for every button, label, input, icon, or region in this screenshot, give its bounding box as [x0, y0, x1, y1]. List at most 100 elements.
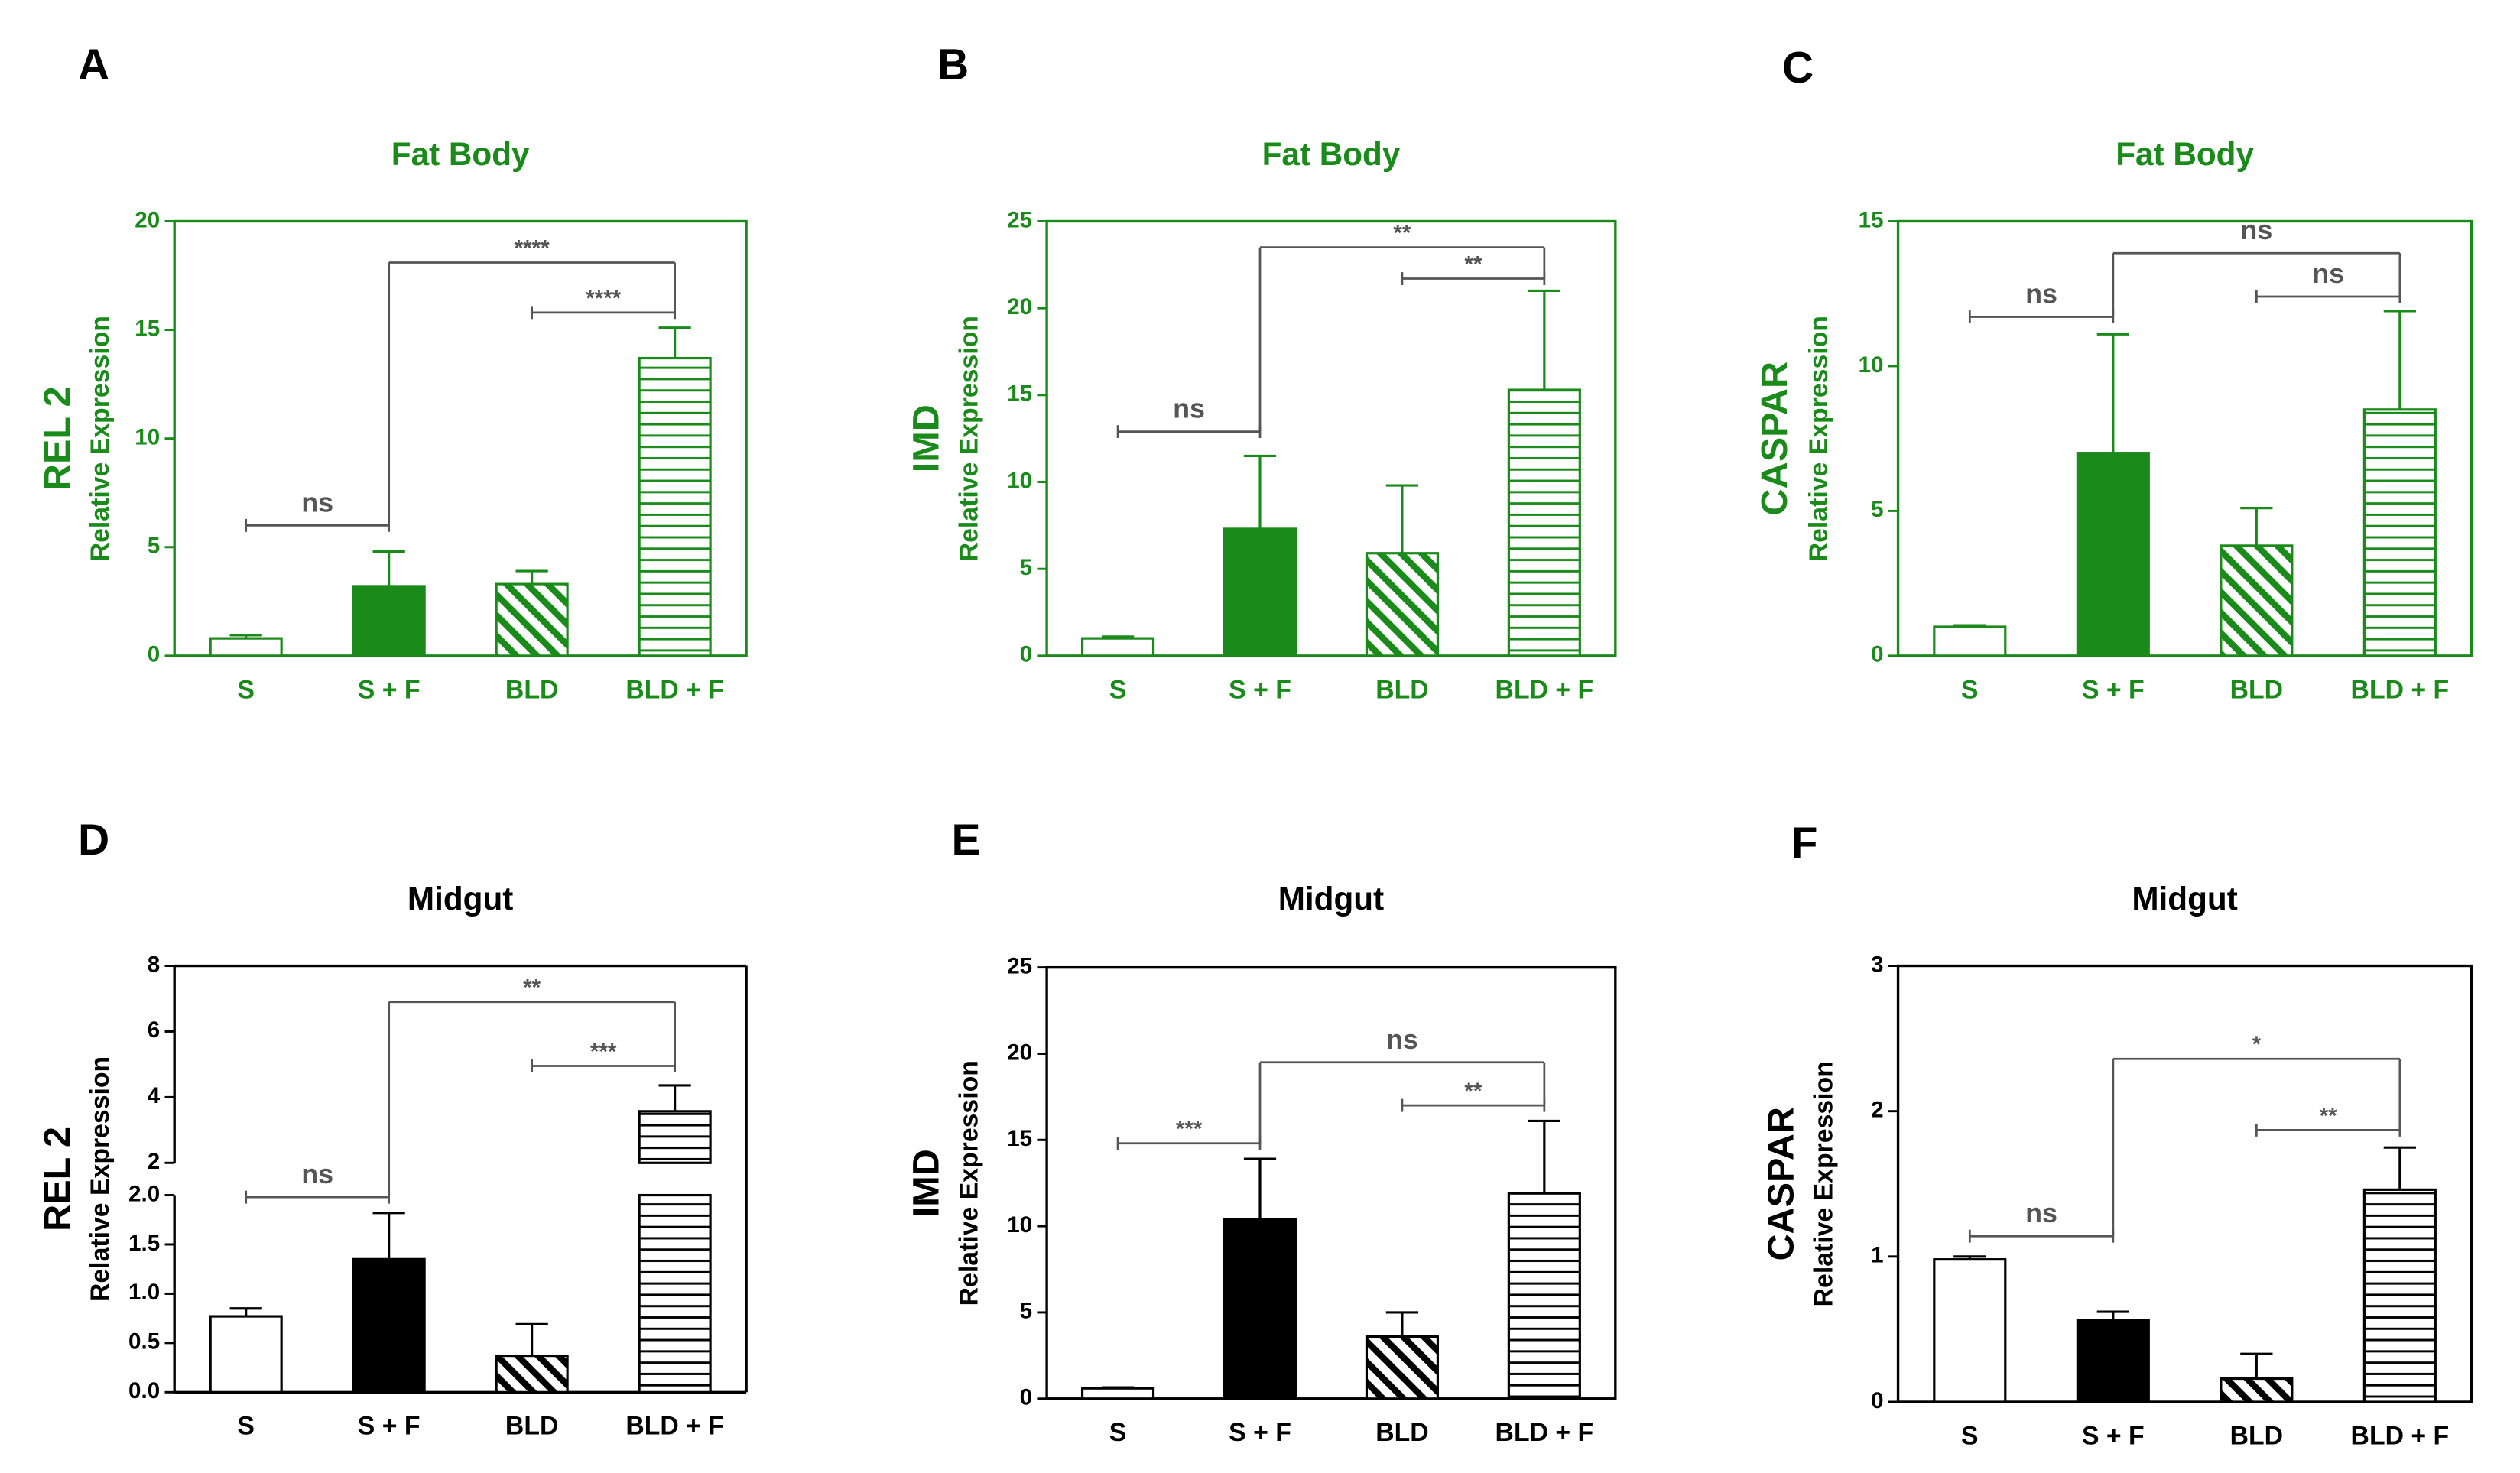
x-tick-label: S [1961, 675, 1979, 704]
significance-label: *** [1176, 1117, 1203, 1142]
y-tick-label: 20 [135, 207, 160, 232]
y-tick-label: 1.5 [128, 1231, 160, 1256]
y-axis-sublabel: Relative Expression [1809, 1061, 1838, 1306]
x-tick-label: S [1109, 675, 1127, 704]
x-tick-label: S + F [358, 1412, 421, 1441]
x-tick-label: BLD + F [1495, 1418, 1594, 1447]
panel-letter: C [1782, 44, 1814, 92]
significance-label: **** [586, 286, 622, 311]
y-tick-label: 4 [148, 1083, 161, 1108]
y-tick-label: 10 [1859, 352, 1884, 378]
y-axis-sublabel: Relative Expression [955, 1060, 984, 1306]
bar [1081, 1387, 1155, 1400]
bar [2220, 544, 2294, 657]
x-tick-label: S + F [358, 675, 421, 704]
chart-title: Fat Body [391, 136, 530, 172]
y-tick-label: 5 [1020, 555, 1032, 580]
panel-letter: E [951, 816, 980, 865]
y-axis-sublabel: Relative Expression [86, 1056, 115, 1302]
bar [638, 356, 712, 657]
panel-letter: B [937, 41, 969, 89]
bar [1081, 637, 1155, 657]
y-axis-label: REL 2 [37, 386, 78, 491]
panel-letter: D [78, 816, 109, 865]
chart-title: Fat Body [2116, 136, 2254, 172]
y-tick-label: 0 [1020, 1385, 1032, 1410]
panel-letter: F [1791, 819, 1818, 868]
significance-label: ns [301, 486, 333, 517]
significance-label: ns [2312, 258, 2344, 289]
x-tick-label: BLD [1375, 675, 1428, 704]
y-tick-label: 6 [148, 1017, 160, 1043]
y-tick-label: 1.0 [128, 1280, 160, 1305]
x-tick-label: BLD [505, 1412, 558, 1441]
x-tick-label: S + F [1229, 1418, 1291, 1447]
y-tick-label: 20 [1007, 294, 1032, 320]
x-tick-label: BLD [2230, 1421, 2283, 1450]
x-tick-label: S + F [1229, 675, 1291, 704]
bar [638, 1110, 712, 1164]
y-tick-label: 2.0 [128, 1181, 160, 1206]
x-tick-label: BLD [505, 675, 558, 704]
bar [495, 1355, 569, 1394]
significance-label: ns [1173, 393, 1205, 424]
y-tick-label: 8 [148, 952, 160, 977]
bar [495, 582, 569, 657]
x-tick-label: BLD + F [1495, 675, 1594, 704]
axis-frame [1045, 219, 1617, 657]
chart-title: Midgut [408, 881, 513, 917]
y-axis-label: IMD [906, 1149, 947, 1217]
axis-frame [1896, 964, 2473, 1403]
y-axis-label: CASPAR [1760, 1107, 1801, 1261]
bar [1223, 527, 1297, 657]
y-tick-label: 0.0 [128, 1378, 160, 1403]
x-tick-label: BLD + F [625, 1412, 724, 1441]
y-axis-sublabel: Relative Expression [955, 316, 984, 561]
y-tick-label: 20 [1007, 1040, 1032, 1065]
x-tick-label: S [237, 675, 255, 704]
x-tick-label: BLD [2230, 675, 2283, 704]
bar [2076, 452, 2150, 657]
bar [1933, 625, 2007, 657]
significance-label: ** [523, 975, 541, 1001]
y-tick-label: 15 [1007, 1126, 1032, 1151]
y-axis-label: REL 2 [37, 1127, 78, 1231]
y-tick-label: 10 [1007, 1212, 1032, 1238]
bar [2362, 1188, 2437, 1403]
y-tick-label: 5 [148, 534, 160, 559]
y-tick-label: 5 [1020, 1299, 1032, 1324]
y-tick-label: 0 [1871, 1388, 1883, 1413]
y-tick-label: 10 [135, 424, 160, 449]
significance-label: ns [2025, 278, 2057, 310]
x-tick-label: S + F [2082, 1421, 2145, 1450]
significance-label: ** [1464, 1079, 1482, 1104]
x-tick-label: S [1961, 1421, 1979, 1450]
y-axis-sublabel: Relative Expression [1804, 316, 1833, 561]
bar [638, 1193, 712, 1394]
chart-title: Fat Body [1262, 136, 1401, 172]
y-tick-label: 10 [1007, 468, 1032, 493]
bar [352, 1257, 426, 1394]
y-tick-label: 2 [148, 1149, 160, 1174]
y-tick-label: 25 [1007, 953, 1032, 978]
significance-label: ** [2320, 1103, 2338, 1128]
significance-label: ** [1393, 221, 1411, 246]
bar [2362, 408, 2437, 657]
y-tick-label: 0 [148, 642, 160, 667]
significance-label: ** [1464, 251, 1482, 277]
y-tick-label: 15 [1859, 207, 1884, 232]
bar [209, 1315, 283, 1394]
significance-label: ns [1386, 1024, 1418, 1055]
significance-label: **** [515, 235, 550, 261]
x-tick-label: BLD [1375, 1418, 1428, 1447]
chart-title: Midgut [1278, 881, 1384, 917]
bar [1365, 552, 1439, 657]
y-tick-label: 2 [1871, 1097, 1883, 1122]
bar [1933, 1258, 2007, 1403]
x-tick-label: BLD + F [2351, 675, 2450, 704]
y-tick-label: 0 [1020, 642, 1032, 667]
x-tick-label: S + F [2082, 675, 2145, 704]
bar [1507, 1192, 1581, 1400]
significance-label: ns [2240, 214, 2272, 245]
